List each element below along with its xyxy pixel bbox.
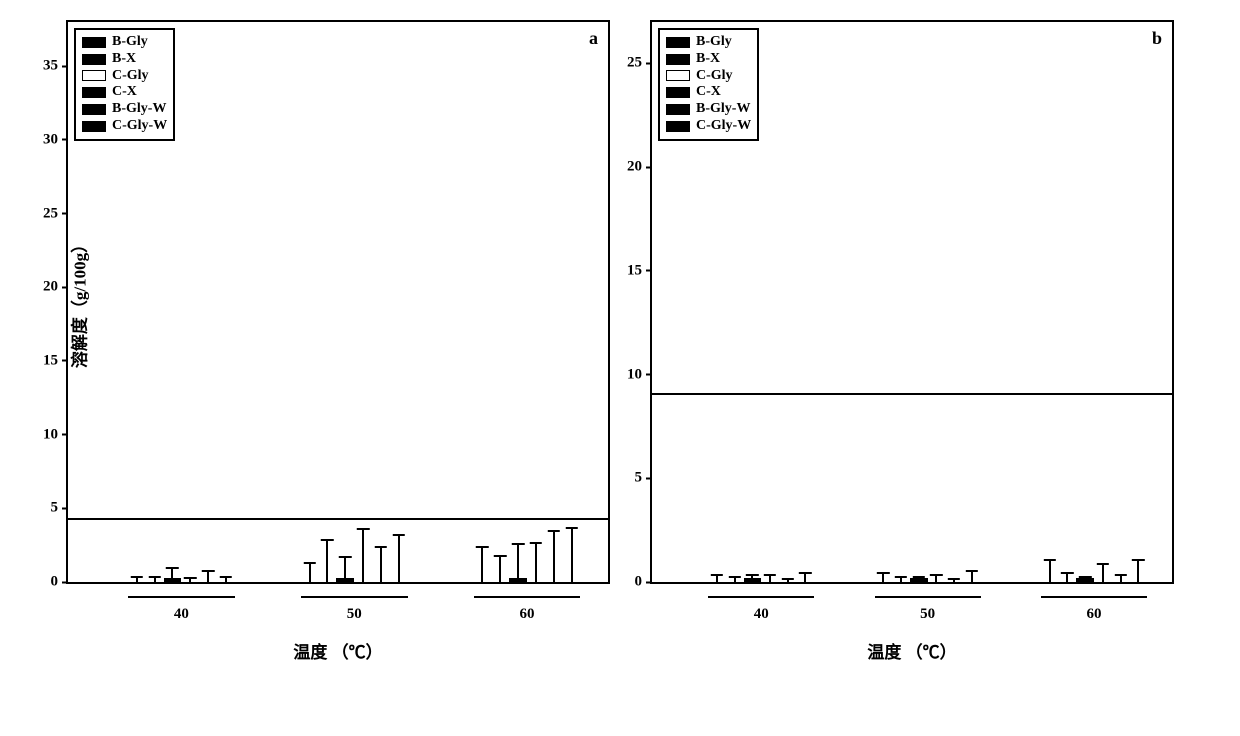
x-axis-title-b: 温度 （℃） xyxy=(650,638,1174,663)
legend-swatch xyxy=(82,121,106,132)
legend-swatch xyxy=(666,70,690,81)
plot-area-a: a B-GlyB-XC-GlyC-XB-Gly-WC-Gly-W 溶解度（g/1… xyxy=(66,20,610,584)
y-tick: 5 xyxy=(635,470,653,487)
legend-label: B-Gly xyxy=(112,34,148,51)
legend-swatch xyxy=(666,104,690,115)
y-tick-label: 15 xyxy=(43,352,62,369)
legend-item: C-Gly-W xyxy=(666,118,751,135)
legend-label: B-X xyxy=(696,51,720,68)
legend-item: B-Gly xyxy=(666,34,751,51)
legend-swatch xyxy=(666,54,690,65)
y-tick: 15 xyxy=(43,352,68,369)
x-tick-label: 50 xyxy=(347,582,362,623)
y-tick: 25 xyxy=(627,55,652,72)
legend-swatch xyxy=(666,121,690,132)
y-tick-label: 30 xyxy=(43,131,62,148)
figure: a B-GlyB-XC-GlyC-XB-Gly-WC-Gly-W 溶解度（g/1… xyxy=(20,20,1220,663)
y-tick-label: 35 xyxy=(43,58,62,75)
y-tick: 10 xyxy=(627,366,652,383)
legend-label: C-Gly-W xyxy=(112,118,167,135)
legend-item: C-X xyxy=(82,84,167,101)
legend-item: C-Gly-W xyxy=(82,118,167,135)
legend-label: C-Gly-W xyxy=(696,118,751,135)
legend-label: C-Gly xyxy=(112,68,149,85)
y-tick: 20 xyxy=(43,279,68,296)
legend-label: B-Gly xyxy=(696,34,732,51)
legend-swatch xyxy=(82,54,106,65)
y-tick: 35 xyxy=(43,58,68,75)
legend-item: B-X xyxy=(666,51,751,68)
legend-swatch xyxy=(666,37,690,48)
legend-item: C-Gly xyxy=(82,68,167,85)
y-tick-label: 25 xyxy=(627,55,646,72)
x-tick-label: 60 xyxy=(1087,582,1102,623)
y-tick-label: 0 xyxy=(51,574,63,591)
legend-label: B-Gly-W xyxy=(112,101,166,118)
y-tick: 30 xyxy=(43,131,68,148)
y-axis-title-a: 溶解度（g/100g） xyxy=(66,236,91,368)
legend-swatch xyxy=(82,37,106,48)
legend-label: C-X xyxy=(112,84,137,101)
y-tick: 0 xyxy=(51,574,69,591)
legend-label: C-X xyxy=(696,84,721,101)
panel-b: b B-GlyB-XC-GlyC-XB-Gly-WC-Gly-W 0510152… xyxy=(650,20,1174,663)
panel-a: a B-GlyB-XC-GlyC-XB-Gly-WC-Gly-W 溶解度（g/1… xyxy=(66,20,610,663)
y-tick: 10 xyxy=(43,426,68,443)
y-tick-label: 10 xyxy=(627,366,646,383)
y-tick-label: 5 xyxy=(51,500,63,517)
y-tick-label: 5 xyxy=(635,470,647,487)
legend-label: C-Gly xyxy=(696,68,733,85)
legend-a: B-GlyB-XC-GlyC-XB-Gly-WC-Gly-W xyxy=(74,28,175,141)
legend-item: B-Gly xyxy=(82,34,167,51)
x-tick-label: 50 xyxy=(920,582,935,623)
x-tick-label: 60 xyxy=(520,582,535,623)
legend-swatch xyxy=(82,87,106,98)
legend-swatch xyxy=(82,104,106,115)
y-tick: 0 xyxy=(635,574,653,591)
legend-b: B-GlyB-XC-GlyC-XB-Gly-WC-Gly-W xyxy=(658,28,759,141)
plot-area-b: b B-GlyB-XC-GlyC-XB-Gly-WC-Gly-W 0510152… xyxy=(650,20,1174,584)
y-tick-label: 10 xyxy=(43,426,62,443)
y-tick: 25 xyxy=(43,205,68,222)
legend-swatch xyxy=(82,70,106,81)
legend-item: C-Gly xyxy=(666,68,751,85)
y-tick-label: 20 xyxy=(43,279,62,296)
y-tick: 5 xyxy=(51,500,69,517)
y-tick-label: 25 xyxy=(43,205,62,222)
legend-item: B-X xyxy=(82,51,167,68)
y-tick-label: 20 xyxy=(627,159,646,176)
ref-line-a xyxy=(68,518,608,520)
legend-item: C-X xyxy=(666,84,751,101)
legend-label: B-Gly-W xyxy=(696,101,750,118)
ref-line-b xyxy=(652,393,1172,395)
y-tick-label: 15 xyxy=(627,262,646,279)
legend-swatch xyxy=(666,87,690,98)
x-axis-title-a: 温度 （℃） xyxy=(66,638,610,663)
x-tick-label: 40 xyxy=(754,582,769,623)
legend-item: B-Gly-W xyxy=(82,101,167,118)
y-tick: 15 xyxy=(627,262,652,279)
legend-label: B-X xyxy=(112,51,136,68)
legend-item: B-Gly-W xyxy=(666,101,751,118)
y-tick-label: 0 xyxy=(635,574,647,591)
x-tick-label: 40 xyxy=(174,582,189,623)
y-tick: 20 xyxy=(627,159,652,176)
